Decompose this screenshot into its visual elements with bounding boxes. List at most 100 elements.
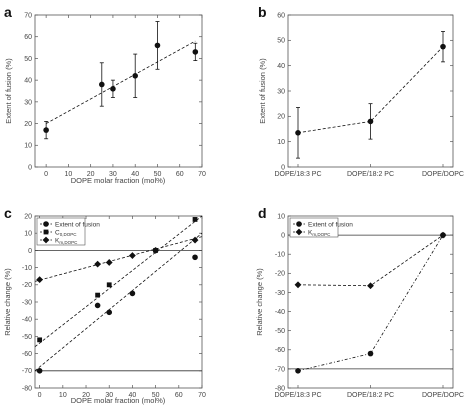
x-tick-label: 50 xyxy=(154,171,162,178)
legend-label-subscript: m,DOPC xyxy=(59,240,78,245)
plot-area-b: 0 10 20 30 40 50 60 DOPE/18:3 PC DOPE/18:2 PC DOP… xyxy=(274,12,464,178)
panel-b: b 0 10 20 30 40 50 60 DOPE/18:3 PC DOPE/18:2 PC D… xyxy=(258,4,464,178)
series-line xyxy=(297,46,444,134)
x-tick-label: 60 xyxy=(176,171,184,178)
fit-line xyxy=(34,236,203,282)
data-point xyxy=(152,247,160,254)
plot-frame-a xyxy=(34,14,203,168)
panel-a: a 0 10 20 30 40 50 60 70 0 10 20 30 40 50 60 70 DOPE mo… xyxy=(4,4,206,185)
data-point xyxy=(110,86,116,92)
y-tick-label: 0 xyxy=(281,164,285,171)
data-point xyxy=(367,118,374,125)
data-point xyxy=(129,252,136,259)
y-tick-label: 20 xyxy=(24,213,32,220)
data-point xyxy=(99,81,105,88)
y-tick-label: 50 xyxy=(24,56,32,63)
y-tick-label: 60 xyxy=(277,12,285,19)
data-point xyxy=(191,236,199,244)
y-tick-label: -30 xyxy=(275,290,285,297)
data-point xyxy=(106,282,112,288)
data-point xyxy=(43,127,49,133)
y-tick-label: 10 xyxy=(24,143,32,150)
x-tick-label: 0 xyxy=(38,392,42,399)
x-category-label: DOPE/18:3 PC xyxy=(274,392,321,399)
legend-label: C0,DOPC xyxy=(55,229,77,237)
y-tick-label: 0 xyxy=(28,164,32,171)
x-tick-label: 40 xyxy=(131,171,139,178)
y-tick-label: 0 xyxy=(28,248,32,255)
x-tick-label: 40 xyxy=(129,392,137,399)
y-tick-label: 40 xyxy=(277,63,285,70)
x-tick-label: 60 xyxy=(175,392,183,399)
legend-label: Extent of fusion xyxy=(55,221,100,228)
data-point xyxy=(192,254,198,261)
x-category-label: DOPE/18:3 PC xyxy=(274,171,321,178)
y-tick-label: -40 xyxy=(275,309,285,316)
y-tick-label: 10 xyxy=(277,139,285,146)
data-point xyxy=(295,368,301,374)
y-tick-label: -50 xyxy=(22,334,32,341)
data-point xyxy=(367,350,374,357)
y-tick-label: -20 xyxy=(275,271,285,278)
y-tick-label: -10 xyxy=(22,265,32,272)
data-point xyxy=(192,217,198,222)
data-point xyxy=(94,260,102,268)
legend-label: Km,DOPC xyxy=(308,229,331,237)
legend-label-subscript: m,DOPC xyxy=(312,232,331,237)
y-tick-label: 30 xyxy=(277,88,285,95)
plot-area-a: 0 10 20 30 40 50 60 70 0 10 20 30 40 50 60 70 xyxy=(24,12,206,178)
series-line xyxy=(297,234,444,372)
y-tick-label: 50 xyxy=(277,38,285,45)
plot-area-d: -80 -70 -60 -50 -40 -30 -20 -10 0 10 DOPE/18:3 PC D… xyxy=(274,213,464,399)
x-tick-label: 50 xyxy=(152,392,160,399)
data-point xyxy=(154,42,161,49)
data-point xyxy=(105,259,113,266)
panel-d: d -80 -70 -60 -50 -40 -30 -20 -10 0 10 DOPE/18:3 P… xyxy=(255,205,464,399)
x-category-label: DOPE/18:2 PC xyxy=(347,392,394,399)
y-tick-label: -10 xyxy=(275,252,285,259)
x-category-label: DOPE/18:2 PC xyxy=(347,171,394,178)
plot-area-c: -80 -70 -60 -50 -40 -30 -20 -10 0 10 20 0 10 20 30 40 50… xyxy=(22,213,206,399)
x-tick-label: 70 xyxy=(198,171,206,178)
legend-marker xyxy=(296,221,302,227)
legend-marker xyxy=(295,228,303,236)
y-tick-label: -30 xyxy=(22,299,32,306)
x-category-label: DOPE/DOPC xyxy=(422,392,464,399)
x-tick-label: 0 xyxy=(44,171,48,178)
x-tick-label: 10 xyxy=(65,171,73,178)
data-point xyxy=(94,302,101,309)
data-point xyxy=(439,231,447,239)
data-point xyxy=(132,73,138,79)
legend-marker xyxy=(43,229,49,235)
series-line xyxy=(297,234,444,287)
data-point xyxy=(36,276,44,284)
legend-marker xyxy=(42,236,50,244)
data-point xyxy=(294,281,302,289)
data-point xyxy=(95,292,101,298)
y-tick-label: 10 xyxy=(24,231,32,238)
panel-letter-b: b xyxy=(258,4,267,20)
panel-letter-a: a xyxy=(4,4,12,20)
y-tick-label: 20 xyxy=(277,114,285,121)
data-point xyxy=(295,130,301,136)
plot-frame-d xyxy=(287,215,454,389)
y-axis-label-a: Extent of fusion (%) xyxy=(4,58,13,124)
y-tick-label: -70 xyxy=(22,368,32,375)
x-category-label: DOPE/DOPC xyxy=(422,171,464,178)
data-point xyxy=(367,282,374,290)
legend-label: Extent of fusion xyxy=(308,221,353,228)
y-tick-label: -50 xyxy=(275,328,285,335)
panel-letter-c: c xyxy=(4,205,12,221)
y-tick-label: 0 xyxy=(281,233,285,240)
y-axis-label-d: Relative change (%) xyxy=(255,268,264,336)
fit-line xyxy=(45,40,196,124)
plot-frame-b xyxy=(287,14,454,168)
legend-label-subscript: 0,DOPC xyxy=(60,232,78,237)
y-tick-label: -40 xyxy=(22,317,32,324)
data-point xyxy=(440,43,446,50)
y-axis-label-b: Extent of fusion (%) xyxy=(258,58,267,124)
fit-line xyxy=(34,232,203,372)
y-tick-label: 60 xyxy=(24,34,32,41)
y-tick-label: -80 xyxy=(22,385,32,392)
